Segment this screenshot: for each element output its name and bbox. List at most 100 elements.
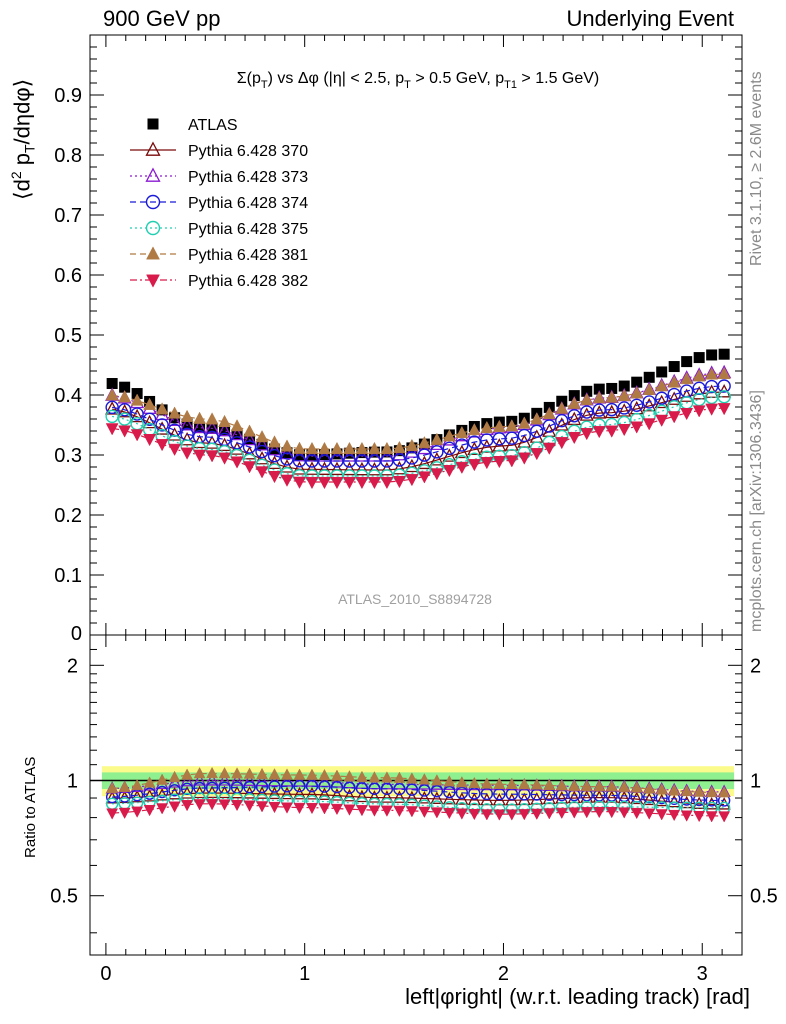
data-point — [455, 425, 469, 439]
data-point — [630, 398, 644, 412]
ratio-point — [392, 790, 406, 803]
data-point — [330, 441, 344, 455]
data-point — [118, 425, 132, 438]
ratio-point — [343, 804, 356, 816]
data-point — [119, 381, 131, 393]
data-point — [180, 447, 194, 460]
data-point — [317, 461, 332, 475]
data-point — [368, 441, 381, 455]
ratio-y-tick-label-right: 2 — [750, 655, 761, 677]
ratio-point — [280, 786, 294, 800]
data-point — [242, 431, 257, 446]
data-point — [267, 449, 282, 463]
ratio-point — [268, 780, 281, 793]
legend-marker — [146, 246, 160, 260]
data-point — [717, 403, 731, 416]
data-point — [467, 422, 481, 436]
watermark: ATLAS_2010_S8894728 — [338, 591, 492, 607]
ratio-point — [156, 773, 169, 785]
ratio-point — [555, 779, 568, 791]
ratio-point — [518, 778, 531, 790]
data-point — [117, 412, 132, 426]
ratio-point — [380, 782, 394, 796]
data-point — [692, 392, 706, 407]
ratio-point — [205, 781, 219, 795]
data-point — [205, 412, 219, 425]
ratio-point — [217, 773, 232, 786]
data-point — [105, 423, 119, 436]
ratio-point — [155, 785, 169, 799]
ratio-point — [568, 779, 581, 791]
legend-marker — [145, 220, 161, 236]
data-point — [480, 433, 494, 447]
ratio-series-5 — [106, 766, 731, 798]
data-point — [654, 391, 669, 405]
ratio-point — [593, 789, 606, 802]
ratio-point — [130, 796, 144, 809]
data-point — [442, 464, 456, 478]
data-point — [417, 471, 431, 484]
data-point — [505, 419, 519, 432]
ratio-point — [430, 774, 443, 786]
data-point — [105, 400, 119, 415]
ratio-point — [281, 802, 293, 814]
ratio-point — [505, 787, 519, 801]
data-point — [655, 379, 669, 392]
data-point — [329, 461, 345, 476]
data-point — [379, 461, 394, 476]
ratio-point — [206, 799, 218, 811]
data-point — [181, 418, 193, 430]
ratio-point — [505, 777, 518, 790]
data-point — [204, 420, 220, 434]
legend-label: Pythia 6.428 373 — [188, 169, 308, 186]
data-point — [193, 411, 206, 424]
data-point — [479, 439, 494, 453]
ratio-point — [356, 805, 368, 817]
data-point — [667, 400, 681, 414]
ratio-point — [168, 784, 181, 797]
ratio-y-tick-label: 2 — [67, 655, 78, 677]
ratio-point — [442, 791, 456, 805]
data-point — [180, 427, 194, 442]
data-point — [442, 448, 457, 462]
data-point — [592, 403, 606, 417]
ratio-point — [417, 791, 431, 804]
ratio-point — [368, 782, 381, 795]
ratio-point — [718, 786, 731, 798]
legend-item: ATLAS — [147, 117, 238, 134]
data-point — [279, 459, 295, 473]
ratio-point — [118, 807, 131, 820]
ratio-point — [405, 772, 418, 784]
data-point — [293, 476, 306, 489]
data-point — [130, 408, 145, 423]
data-point — [242, 440, 257, 454]
ratio-point — [443, 785, 456, 799]
data-point — [142, 422, 157, 437]
data-point — [217, 432, 232, 447]
data-point — [180, 409, 194, 422]
data-point — [567, 411, 582, 426]
data-point — [704, 390, 719, 405]
data-point — [318, 441, 331, 455]
ratio-point — [306, 802, 318, 815]
data-point — [192, 430, 207, 444]
ratio-point — [605, 780, 618, 792]
ratio-point — [368, 805, 381, 817]
legend-marker — [145, 167, 161, 182]
ratio-point — [131, 778, 144, 791]
data-point — [130, 393, 144, 406]
ratio-point — [530, 788, 543, 801]
data-point — [267, 441, 282, 456]
ratio-point — [180, 782, 194, 796]
legend-label: ATLAS — [188, 117, 238, 134]
ratio-point — [218, 766, 231, 779]
ratio-point — [331, 803, 343, 816]
ratio-point — [231, 767, 243, 779]
ratio-point — [580, 807, 593, 819]
ratio-point — [668, 809, 681, 822]
y-tick-label: 0.9 — [54, 85, 82, 107]
y-tick-label: 0.2 — [54, 505, 82, 527]
data-point — [655, 414, 669, 427]
y-tick-label: 0.5 — [54, 325, 82, 347]
